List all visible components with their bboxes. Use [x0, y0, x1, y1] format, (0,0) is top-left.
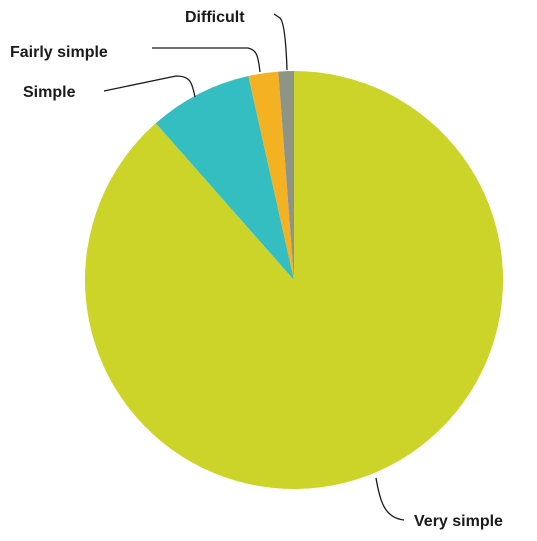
leader-very-simple [375, 477, 405, 521]
label-simple: Simple [23, 84, 76, 101]
leader-simple [103, 75, 196, 98]
label-very-simple: Very simple [414, 513, 503, 530]
slice-difficult [278, 70, 294, 280]
label-fairly-simple: Fairly simple [10, 44, 108, 61]
slice-very-simple [85, 71, 504, 490]
leader-lines [103, 13, 405, 521]
leader-fairly-simple [152, 47, 261, 73]
slice-simple [155, 76, 294, 280]
pie-slices [85, 70, 504, 490]
label-difficult: Difficult [185, 9, 245, 26]
slice-labels: Very simple Simple Fairly simple Difficu… [10, 9, 503, 530]
slice-fairly-simple [248, 71, 294, 280]
leader-difficult [273, 13, 288, 71]
